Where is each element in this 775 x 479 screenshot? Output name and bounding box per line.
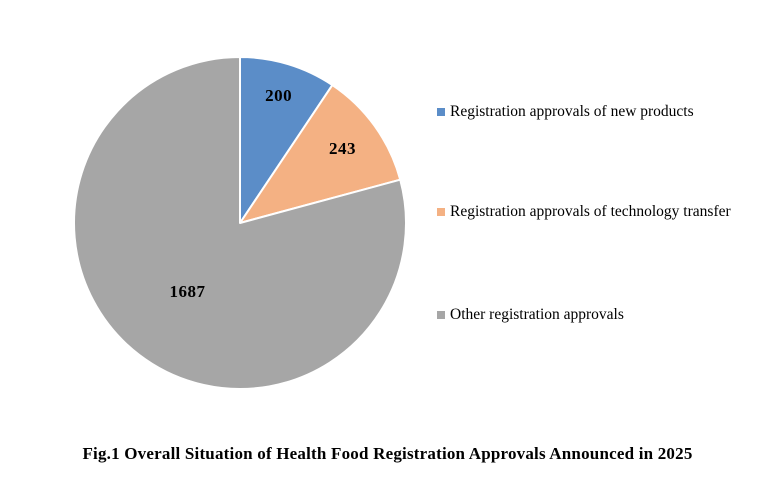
pie-slice-2 — [73, 56, 407, 390]
pie-data-label-1: 243 — [329, 139, 356, 159]
legend-swatch-orange-icon — [437, 208, 445, 216]
pie-data-label-0: 200 — [265, 85, 293, 105]
legend-swatch-blue-icon — [437, 108, 445, 116]
legend-label: Registration approvals of new products — [450, 103, 694, 120]
legend-label: Registration approvals of technology tra… — [450, 203, 731, 220]
legend-item-new-products: Registration approvals of new products — [437, 103, 694, 121]
legend-item-other-approvals: Other registration approvals — [437, 306, 624, 324]
legend-label: Other registration approvals — [450, 306, 624, 323]
pie-slice-0 — [239, 56, 334, 224]
pie-slice-1 — [239, 84, 402, 224]
legend-item-technology-transfer: Registration approvals of technology tra… — [437, 203, 731, 221]
legend-swatch-gray-icon — [437, 311, 445, 319]
pie-data-label-2: 1687 — [169, 281, 206, 301]
figure-caption: Fig.1 Overall Situation of Health Food R… — [82, 444, 693, 463]
